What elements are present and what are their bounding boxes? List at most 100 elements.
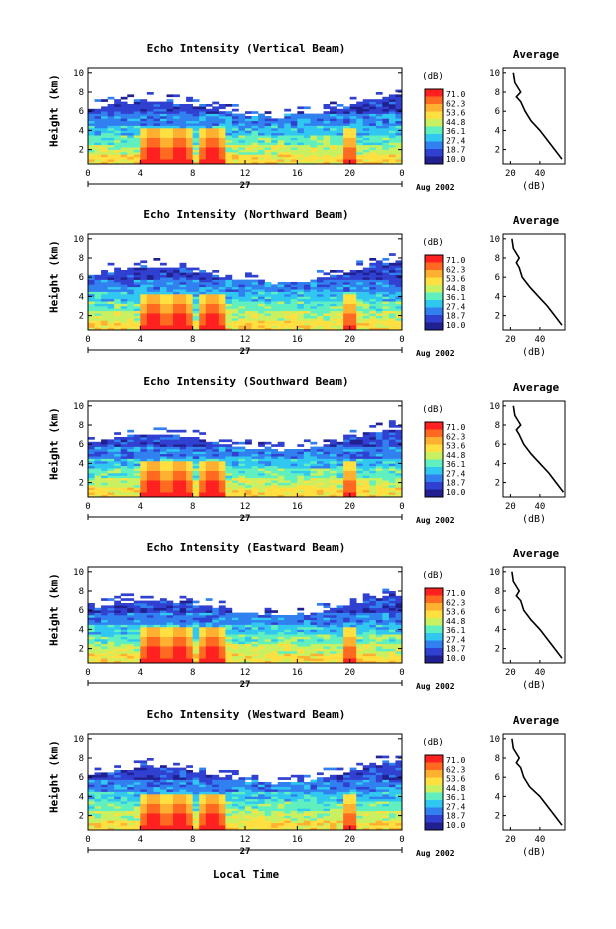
heatmap-cell <box>264 655 272 659</box>
heatmap-cell <box>290 622 298 625</box>
heatmap-cell <box>205 449 213 452</box>
heatmap-cell <box>127 605 135 609</box>
heatmap-cell <box>212 125 220 129</box>
heatmap-cell <box>146 641 154 645</box>
heatmap-cell <box>238 306 246 309</box>
heatmap-cell <box>114 617 122 621</box>
heatmap-cell <box>140 437 148 440</box>
heatmap-cell <box>264 624 272 628</box>
heatmap-cell <box>303 156 311 160</box>
heatmap-cell <box>375 116 383 119</box>
heatmap-cell <box>349 120 357 124</box>
heatmap-cell <box>120 624 128 628</box>
avg-x-tick-label: 40 <box>534 502 545 512</box>
heatmap-cell <box>159 306 167 309</box>
colorbar-swatch <box>425 459 443 468</box>
heatmap-cell <box>245 161 252 165</box>
heatmap-cell <box>375 320 383 324</box>
heatmap-cell <box>199 468 207 471</box>
heatmap-cell <box>212 159 220 162</box>
heatmap-cell <box>192 289 200 292</box>
heatmap-cell <box>343 130 350 134</box>
heatmap-cell <box>238 658 246 661</box>
heatmap-cell <box>290 655 298 659</box>
heatmap-cell <box>297 306 305 309</box>
heatmap-cell <box>146 475 154 479</box>
heatmap-cell <box>284 154 292 158</box>
heatmap-cell <box>343 106 350 110</box>
heatmap-cell <box>382 605 390 609</box>
heatmap-cell <box>375 600 383 604</box>
heatmap-cell <box>310 473 318 476</box>
heatmap-cell <box>290 313 298 316</box>
heatmap-cell <box>356 622 364 625</box>
heatmap-cell <box>330 470 337 474</box>
heatmap-cell <box>349 468 357 471</box>
heatmap-cell <box>271 458 279 462</box>
heatmap-cell <box>127 487 135 491</box>
heatmap-cell <box>179 120 187 124</box>
heatmap-cell <box>343 132 350 136</box>
heatmap-cell <box>382 320 390 324</box>
heatmap-cell <box>316 489 324 493</box>
heatmap-cell <box>225 655 233 659</box>
heatmap-cell <box>251 294 259 297</box>
heatmap-cell <box>153 128 161 131</box>
heatmap-cell <box>199 132 207 136</box>
heatmap-cell <box>146 325 154 328</box>
heatmap-cell <box>120 113 128 117</box>
heatmap-cell <box>395 270 403 273</box>
heatmap-cell <box>395 461 403 464</box>
heatmap-cell <box>133 465 141 469</box>
heatmap-cell <box>101 144 108 148</box>
heatmap-cell <box>101 315 108 319</box>
heatmap-cell <box>290 458 298 462</box>
heatmap-cell <box>120 101 128 105</box>
heatmap-cell <box>173 108 180 112</box>
heatmap-cell <box>382 653 390 657</box>
heatmap-cell <box>369 610 377 613</box>
heatmap-cell <box>114 651 122 654</box>
average-profile-line <box>512 72 563 160</box>
heatmap-cell <box>120 149 128 153</box>
heatmap-cell <box>290 327 298 331</box>
heatmap-cell <box>362 446 370 450</box>
heatmap-cell <box>153 154 161 158</box>
heatmap-cell <box>290 487 298 491</box>
heatmap-cell <box>310 658 318 661</box>
heatmap-cell <box>127 456 135 459</box>
heatmap-cell <box>369 470 377 474</box>
heatmap-cell <box>388 598 396 601</box>
heatmap-cell <box>199 294 207 297</box>
heatmap-cell <box>231 634 239 637</box>
heatmap-cell <box>107 610 115 613</box>
heatmap-cell <box>362 322 370 326</box>
heatmap-cell <box>173 284 180 288</box>
heatmap-cell <box>205 135 213 138</box>
heatmap-cell <box>316 277 324 280</box>
heatmap-cell <box>310 294 318 297</box>
heatmap-cell <box>173 308 180 312</box>
colorbar-tick-label: 53.6 <box>446 608 465 617</box>
heatmap-cell <box>258 301 265 304</box>
heatmap-cell <box>231 294 239 297</box>
heatmap-cell <box>192 639 200 642</box>
heatmap-cell <box>179 619 187 623</box>
heatmap-cell <box>218 284 226 288</box>
heatmap-cell <box>264 648 272 652</box>
heatmap-cell <box>231 489 239 493</box>
heatmap-cell <box>356 658 364 661</box>
beam-panel: Echo Intensity (Southward Beam) Average He… <box>0 375 616 540</box>
heatmap-cell <box>140 658 148 661</box>
heatmap-cell <box>179 149 187 153</box>
heatmap-cell <box>297 130 305 134</box>
heatmap-cell <box>245 130 252 134</box>
heatmap-cell <box>127 441 135 445</box>
heatmap-cell <box>107 470 115 474</box>
heatmap-cell <box>264 607 272 611</box>
heatmap-cell <box>173 272 180 276</box>
heatmap-cell <box>166 615 174 618</box>
heatmap-cell <box>120 96 128 100</box>
heatmap-cell <box>310 461 318 464</box>
heatmap-cell <box>159 651 167 654</box>
